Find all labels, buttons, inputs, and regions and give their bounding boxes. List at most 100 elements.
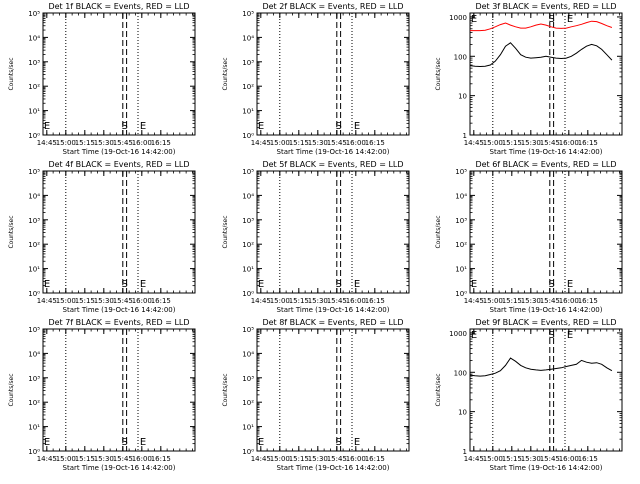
y-tick-label: 10² [28, 83, 40, 91]
y-tick-label: 10⁴ [242, 192, 254, 200]
y-tick-label: 10 [458, 409, 467, 417]
plot-frame [469, 328, 623, 452]
y-tick-label: 10¹ [242, 266, 254, 274]
plot-frame [42, 12, 196, 136]
x-axis-label: Start Time (19-Oct-16 14:42:00) [490, 306, 603, 314]
plot-frame [469, 170, 623, 294]
end-marker-left: E [471, 330, 477, 341]
x-tick-label: 16:15 [365, 139, 385, 147]
plot-frame [256, 170, 410, 294]
x-tick-label: 16:00 [132, 139, 152, 147]
x-tick-label: 14:45 [464, 455, 484, 463]
y-tick-label: 1 [463, 132, 467, 140]
x-axis-label: Start Time (19-Oct-16 14:42:00) [63, 306, 176, 314]
y-tick-label: 100 [454, 53, 467, 61]
start-marker: S [549, 14, 555, 25]
x-tick-label: 15:15 [502, 455, 522, 463]
y-axis-label: Counts/sec [8, 215, 15, 248]
x-tick-label: 16:15 [578, 139, 598, 147]
y-tick-label: 10⁴ [455, 192, 467, 200]
y-axis-label: Counts/sec [222, 373, 229, 406]
y-tick-label: 10 [458, 93, 467, 101]
x-tick-label: 15:15 [75, 139, 95, 147]
x-tick-label: 14:45 [251, 455, 271, 463]
x-tick-label: 15:30 [521, 455, 541, 463]
x-axis-label: Start Time (19-Oct-16 14:42:00) [63, 464, 176, 472]
x-tick-label: 14:45 [37, 297, 57, 305]
start-marker: S [122, 437, 128, 448]
x-tick-label: 14:45 [251, 139, 271, 147]
panel-title: Det 2f BLACK = Events, RED = LLD [262, 2, 403, 11]
y-tick-label: 10⁰ [242, 290, 254, 298]
start-marker: S [122, 121, 128, 132]
end-marker-left: E [258, 437, 264, 448]
x-tick-label: 16:00 [346, 455, 366, 463]
plot-frame [42, 328, 196, 452]
series-lld [470, 20, 613, 32]
y-axis-label: Counts/sec [222, 57, 229, 90]
y-tick-label: 10⁴ [28, 350, 40, 358]
x-tick-label: 16:15 [578, 297, 598, 305]
y-tick-label: 10⁵ [455, 168, 467, 176]
start-marker: S [336, 279, 342, 290]
y-axis-label: Counts/sec [222, 215, 229, 248]
y-axis-label: Counts/sec [8, 57, 15, 90]
end-marker: E [140, 121, 146, 132]
plot-frame [469, 12, 623, 136]
series-events [469, 357, 613, 377]
y-tick-label: 1000 [449, 14, 467, 22]
x-tick-label: 15:45 [327, 297, 347, 305]
x-axis-label: Start Time (19-Oct-16 14:42:00) [277, 306, 390, 314]
end-marker-left: E [258, 121, 264, 132]
x-tick-label: 14:45 [464, 297, 484, 305]
y-tick-label: 10⁴ [242, 350, 254, 358]
x-axis-label: Start Time (19-Oct-16 14:42:00) [277, 148, 390, 156]
panel-title: Det 7f BLACK = Events, RED = LLD [48, 318, 189, 327]
x-axis-label: Start Time (19-Oct-16 14:42:00) [490, 148, 603, 156]
x-tick-label: 16:00 [559, 139, 579, 147]
panel-title: Det 6f BLACK = Events, RED = LLD [475, 160, 616, 169]
x-tick-label: 15:15 [289, 455, 309, 463]
x-tick-label: 15:30 [308, 297, 328, 305]
x-tick-label: 15:30 [94, 139, 114, 147]
end-marker: E [354, 279, 360, 290]
x-tick-label: 15:15 [75, 297, 95, 305]
end-marker-left: E [44, 279, 50, 290]
start-marker: S [336, 121, 342, 132]
end-marker-left: E [44, 121, 50, 132]
x-axis-label: Start Time (19-Oct-16 14:42:00) [490, 464, 603, 472]
panel-det-8f: Det 8f BLACK = Events, RED = LLD Counts/s… [222, 318, 410, 472]
x-tick-label: 15:15 [75, 455, 95, 463]
y-axis-label: Counts/sec [8, 373, 15, 406]
x-tick-label: 14:45 [37, 455, 57, 463]
panel-title: Det 5f BLACK = Events, RED = LLD [262, 160, 403, 169]
plot-frame [256, 12, 410, 136]
end-marker: E [567, 330, 573, 341]
x-tick-label: 16:15 [578, 455, 598, 463]
x-tick-label: 16:15 [365, 297, 385, 305]
x-tick-label: 15:30 [308, 139, 328, 147]
x-tick-label: 15:45 [540, 297, 560, 305]
y-tick-label: 10¹ [242, 424, 254, 432]
x-tick-label: 15:00 [270, 139, 290, 147]
y-tick-label: 10² [28, 241, 40, 249]
y-tick-label: 10¹ [28, 108, 40, 116]
x-tick-label: 15:45 [113, 139, 133, 147]
x-tick-label: 16:15 [151, 297, 171, 305]
panel-det-6f: Det 6f BLACK = Events, RED = LLD Counts/s… [435, 160, 623, 314]
y-tick-label: 10¹ [28, 424, 40, 432]
panel-title: Det 8f BLACK = Events, RED = LLD [262, 318, 403, 327]
x-tick-label: 15:45 [540, 455, 560, 463]
y-tick-label: 10³ [28, 375, 40, 383]
y-tick-label: 10⁵ [28, 326, 40, 334]
x-tick-label: 15:00 [270, 455, 290, 463]
y-tick-label: 10⁵ [28, 168, 40, 176]
x-tick-label: 16:00 [559, 455, 579, 463]
end-marker-left: E [471, 14, 477, 25]
series-events [469, 42, 613, 68]
x-tick-label: 16:00 [346, 297, 366, 305]
y-tick-label: 100 [454, 369, 467, 377]
panel-det-2f: Det 2f BLACK = Events, RED = LLD Counts/s… [222, 2, 410, 156]
y-tick-label: 10⁵ [242, 168, 254, 176]
